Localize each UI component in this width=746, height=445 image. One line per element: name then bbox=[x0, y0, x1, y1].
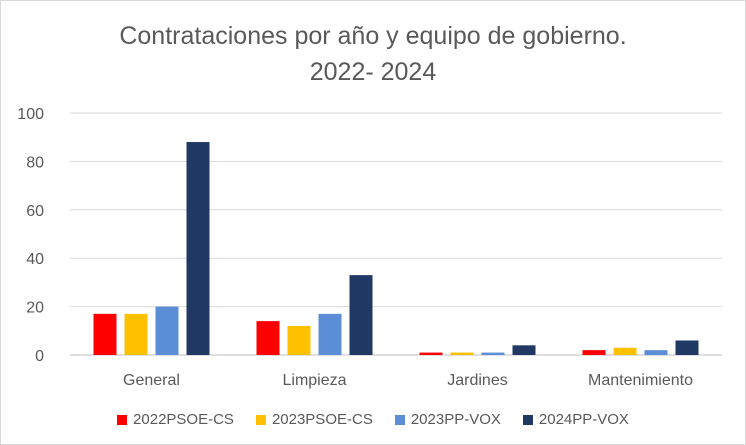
legend-item-series-2[interactable]: 2023PP-VOX bbox=[394, 411, 501, 428]
legend-item-series-3[interactable]: 2024PP-VOX bbox=[522, 411, 629, 428]
y-tick-label: 100 bbox=[17, 106, 44, 123]
chart-title-line2: 2022- 2024 bbox=[309, 58, 437, 86]
bar bbox=[349, 275, 373, 355]
bar bbox=[287, 325, 311, 355]
legend-swatch bbox=[394, 414, 405, 425]
legend: 2022PSOE-CS 2023PSOE-CS 2023PP-VOX 2024P… bbox=[0, 411, 746, 428]
bar bbox=[419, 352, 443, 355]
legend-swatch bbox=[117, 414, 128, 425]
bar bbox=[512, 345, 536, 355]
x-tick-label: Mantenimiento bbox=[588, 372, 693, 389]
chart-title-line1: Contrataciones por año y equipo de gobie… bbox=[119, 22, 627, 50]
legend-item-series-1[interactable]: 2023PSOE-CS bbox=[255, 411, 373, 428]
y-tick-label: 80 bbox=[26, 154, 44, 171]
legend-label: 2022PSOE-CS bbox=[133, 411, 234, 428]
bar bbox=[675, 340, 699, 355]
y-tick-label: 0 bbox=[35, 348, 44, 365]
legend-label: 2023PSOE-CS bbox=[271, 411, 373, 428]
x-tick-label: Limpieza bbox=[282, 372, 346, 389]
bar bbox=[155, 306, 179, 355]
x-tick-label: Jardines bbox=[447, 372, 507, 389]
legend-swatch bbox=[255, 414, 266, 425]
x-tick-label: General bbox=[123, 372, 180, 389]
bar bbox=[93, 313, 117, 355]
bar bbox=[256, 321, 280, 355]
bar bbox=[481, 352, 505, 355]
bar bbox=[613, 347, 637, 355]
y-tick-label: 60 bbox=[26, 203, 44, 220]
bar bbox=[582, 350, 606, 355]
bar bbox=[450, 352, 474, 355]
bar bbox=[124, 313, 148, 355]
bar bbox=[318, 313, 342, 355]
y-tick-label: 40 bbox=[26, 251, 44, 268]
legend-item-series-0[interactable]: 2022PSOE-CS bbox=[117, 411, 234, 428]
legend-label: 2024PP-VOX bbox=[538, 411, 629, 428]
y-tick-label: 20 bbox=[26, 300, 44, 317]
legend-label: 2023PP-VOX bbox=[410, 411, 501, 428]
legend-swatch bbox=[522, 414, 533, 425]
bar bbox=[644, 350, 668, 355]
bar bbox=[186, 142, 210, 355]
